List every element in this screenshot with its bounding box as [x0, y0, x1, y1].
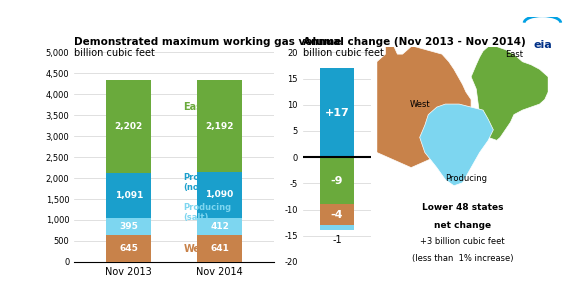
Bar — [197, 172, 242, 218]
Text: 412: 412 — [210, 222, 229, 231]
Bar — [106, 173, 151, 218]
Text: West: West — [409, 100, 430, 109]
Bar — [320, 157, 354, 204]
Bar — [320, 68, 354, 157]
Polygon shape — [377, 47, 471, 168]
Text: 395: 395 — [119, 222, 138, 231]
Text: 645: 645 — [119, 244, 138, 253]
Text: Annual change (Nov 2013 - Nov 2014): Annual change (Nov 2013 - Nov 2014) — [303, 37, 525, 47]
Text: Producing
(salt): Producing (salt) — [183, 203, 231, 222]
Text: East: East — [183, 102, 207, 112]
Polygon shape — [471, 47, 548, 140]
Bar — [106, 218, 151, 235]
Text: 2,202: 2,202 — [115, 122, 143, 131]
Text: eia: eia — [533, 40, 552, 50]
Text: Demonstrated maximum working gas volume: Demonstrated maximum working gas volume — [74, 37, 341, 47]
Text: +3 billion cubic feet: +3 billion cubic feet — [420, 237, 505, 246]
Text: -1: -1 — [332, 235, 341, 245]
Text: West: West — [183, 244, 211, 254]
Text: (less than  1% increase): (less than 1% increase) — [412, 254, 513, 263]
Text: Producing
(nonsalt): Producing (nonsalt) — [183, 173, 231, 192]
Text: Lower 48 states: Lower 48 states — [422, 203, 503, 212]
Text: billion cubic feet: billion cubic feet — [74, 48, 155, 58]
Bar — [106, 80, 151, 173]
Polygon shape — [420, 104, 493, 186]
Text: 1,090: 1,090 — [206, 190, 234, 199]
Text: 2,192: 2,192 — [206, 122, 234, 131]
Text: -9: -9 — [331, 176, 343, 186]
Text: billion cubic feet: billion cubic feet — [303, 48, 384, 58]
Bar — [197, 80, 242, 172]
Text: -4: -4 — [331, 210, 343, 220]
Bar — [197, 218, 242, 235]
Text: +17: +17 — [324, 108, 349, 118]
Text: East: East — [505, 50, 523, 58]
Bar — [106, 235, 151, 262]
Text: 641: 641 — [210, 244, 229, 253]
Bar — [197, 235, 242, 262]
Bar — [320, 225, 354, 230]
Text: net change: net change — [434, 221, 491, 230]
Bar — [320, 204, 354, 225]
Text: Producing: Producing — [445, 174, 487, 183]
Text: 1,091: 1,091 — [115, 191, 143, 200]
